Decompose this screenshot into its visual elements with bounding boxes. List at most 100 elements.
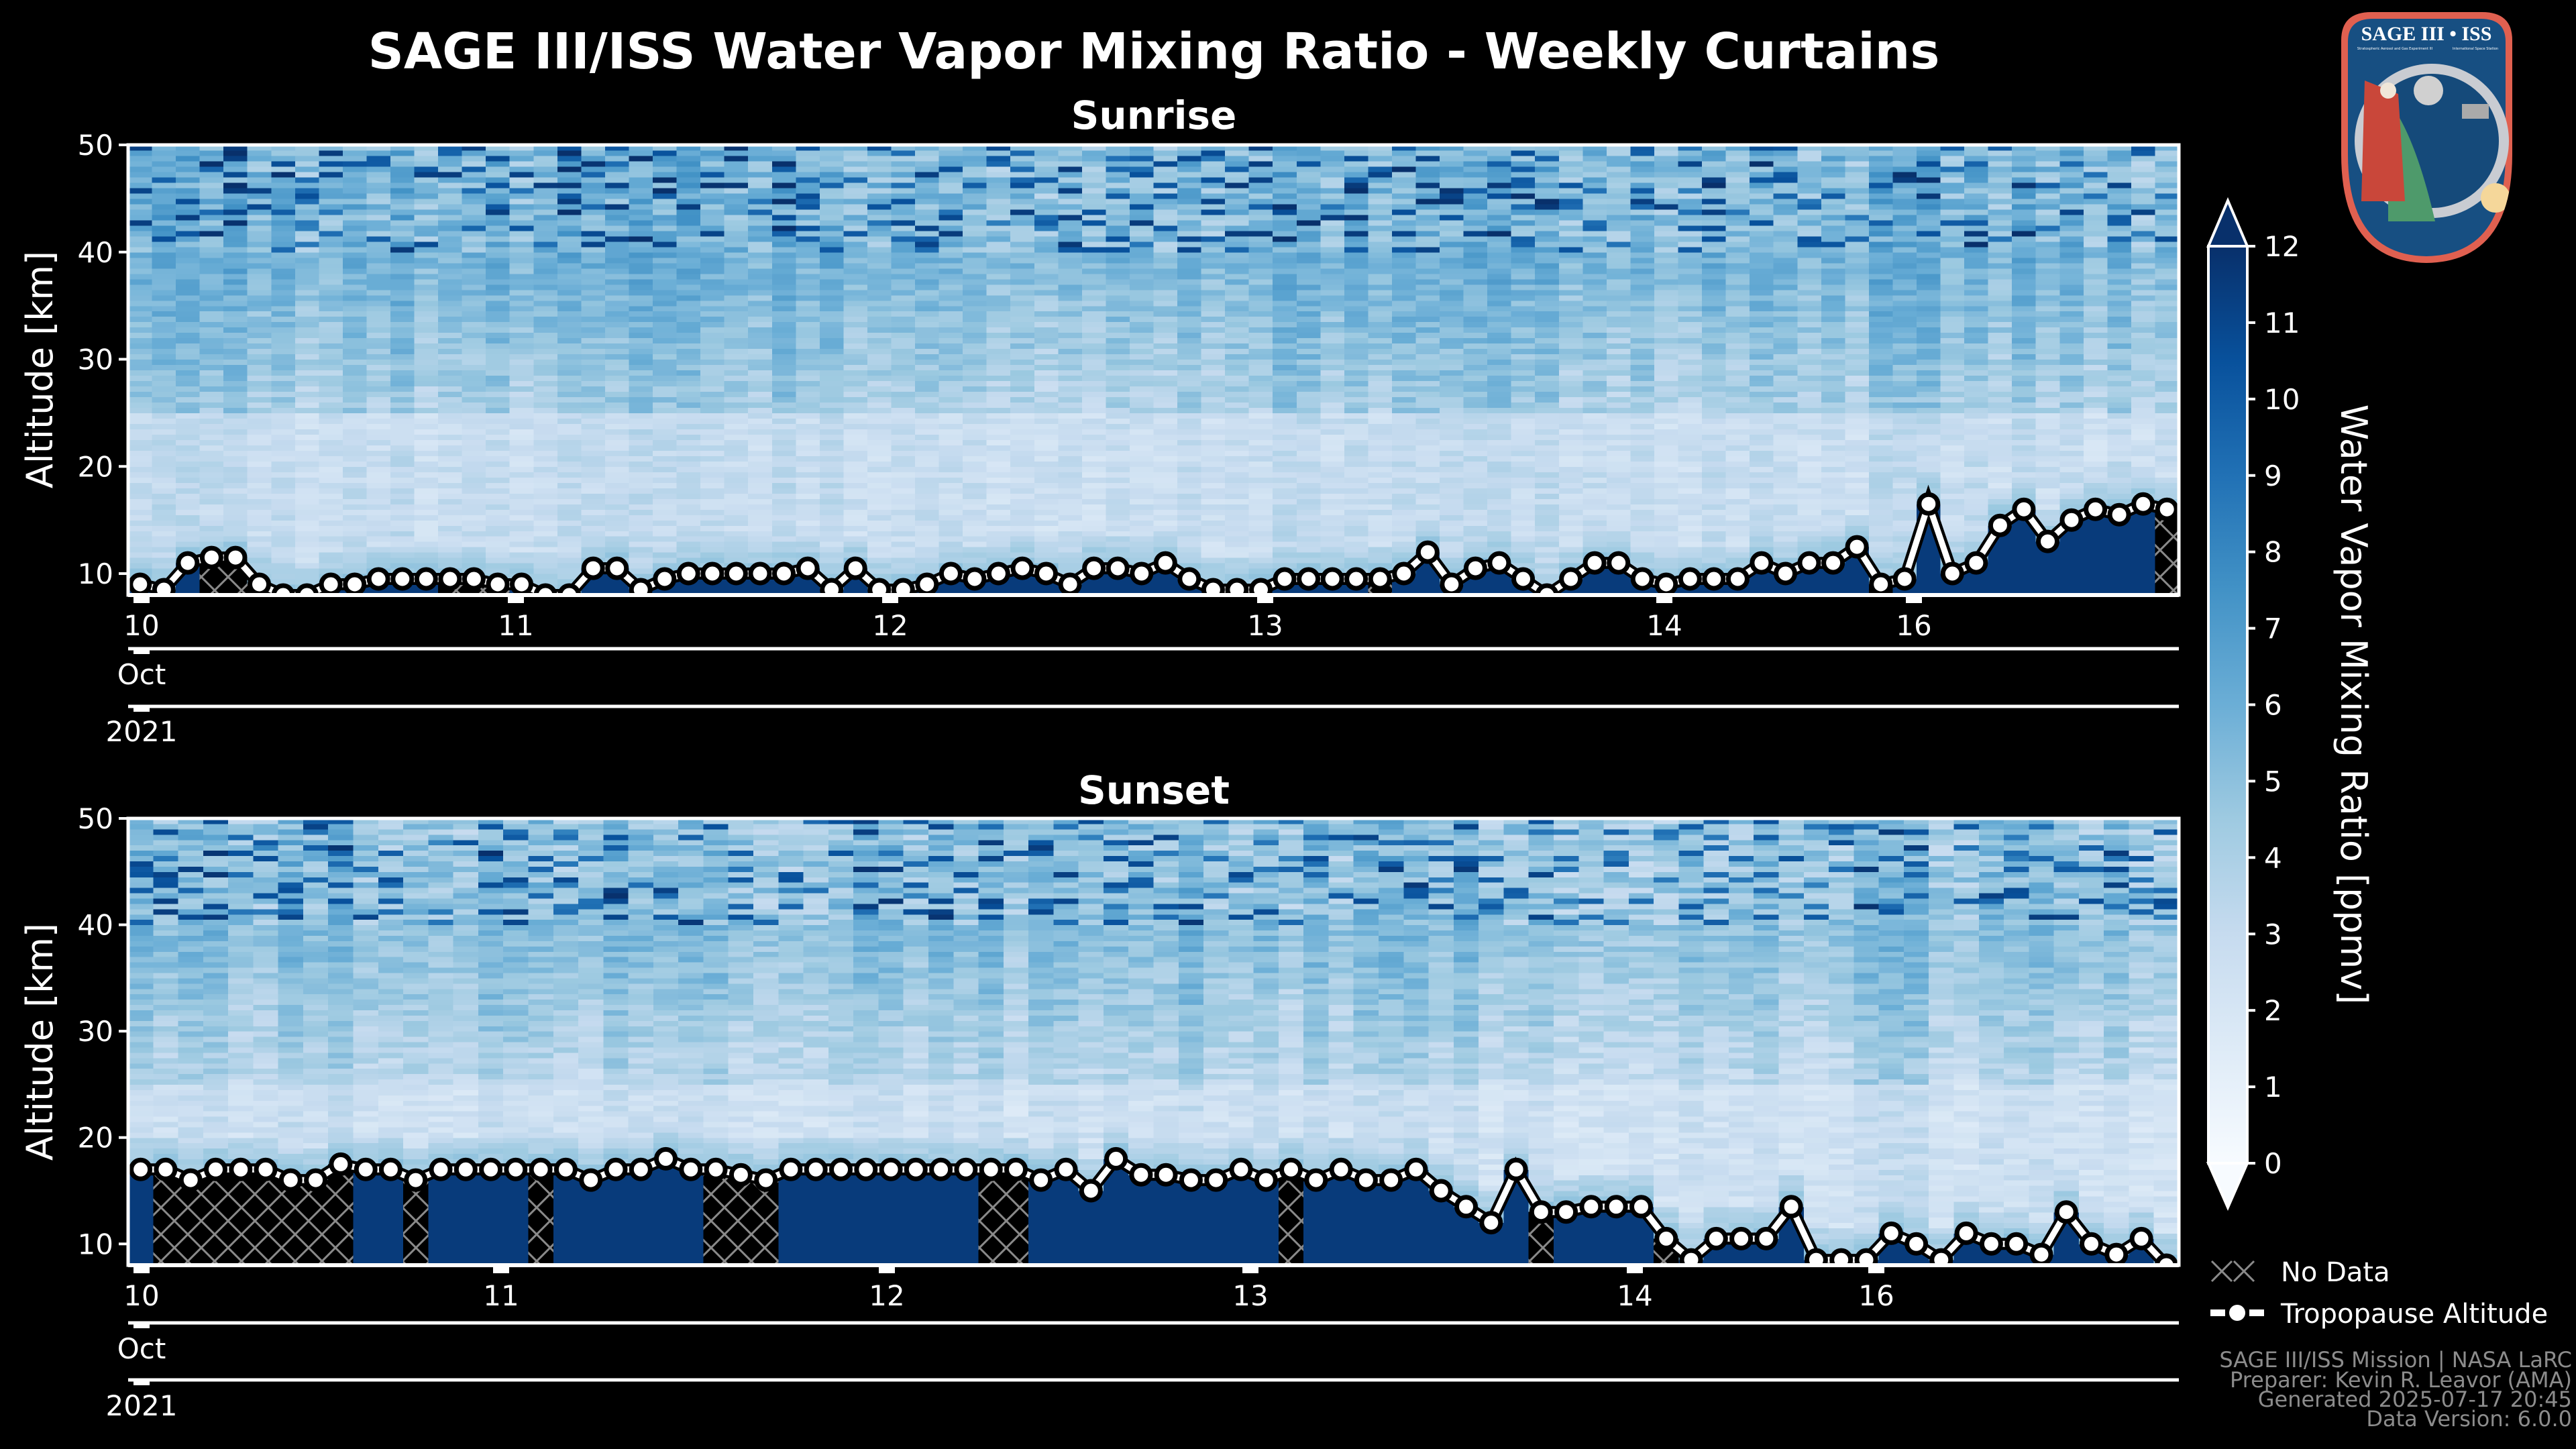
heatmap-cell bbox=[1344, 531, 1368, 537]
heatmap-cell bbox=[176, 472, 201, 478]
heatmap-cell bbox=[653, 166, 678, 172]
heatmap-cell bbox=[676, 257, 701, 264]
heatmap-cell bbox=[1034, 455, 1059, 462]
heatmap-cell bbox=[1177, 552, 1202, 558]
heatmap-cell bbox=[438, 380, 463, 387]
heatmap-cell bbox=[1081, 246, 1106, 253]
heatmap-cell bbox=[1081, 386, 1106, 392]
heatmap-cell bbox=[1320, 547, 1345, 553]
heatmap-cell bbox=[199, 182, 224, 189]
heatmap-cell bbox=[438, 552, 463, 558]
heatmap-cell bbox=[414, 536, 439, 542]
heatmap-cell bbox=[1058, 466, 1083, 472]
heatmap-cell bbox=[1106, 418, 1130, 424]
heatmap-cell bbox=[1392, 294, 1417, 301]
heatmap-cell bbox=[1081, 235, 1106, 242]
heatmap-cell bbox=[366, 461, 391, 467]
heatmap-cell bbox=[771, 498, 796, 504]
heatmap-cell bbox=[867, 348, 892, 355]
heatmap-cell bbox=[771, 466, 796, 472]
heatmap-cell bbox=[223, 332, 248, 339]
heatmap-cell bbox=[604, 488, 629, 494]
heatmap-cell bbox=[319, 268, 343, 274]
heatmap-cell bbox=[271, 407, 296, 413]
heatmap-cell bbox=[1463, 252, 1488, 258]
heatmap-cell bbox=[438, 316, 463, 323]
heatmap-cell bbox=[294, 536, 319, 542]
heatmap-cell bbox=[152, 305, 176, 312]
heatmap-cell bbox=[1296, 455, 1321, 462]
heatmap-cell bbox=[1392, 284, 1417, 290]
heatmap-cell bbox=[271, 429, 296, 435]
heatmap-cell bbox=[1487, 321, 1512, 328]
heatmap-cell bbox=[271, 563, 296, 569]
heatmap-cell bbox=[176, 166, 201, 172]
heatmap-cell bbox=[915, 557, 940, 564]
heatmap-cell bbox=[1320, 482, 1345, 488]
heatmap-cell bbox=[128, 278, 153, 285]
heatmap-cell bbox=[533, 166, 558, 172]
heatmap-cell bbox=[342, 396, 367, 402]
heatmap-cell bbox=[915, 337, 940, 344]
heatmap-cell bbox=[938, 348, 963, 355]
heatmap-cell bbox=[1106, 498, 1130, 504]
heatmap-cell bbox=[867, 547, 892, 553]
heatmap-cell bbox=[963, 305, 987, 312]
heatmap-cell bbox=[1392, 504, 1417, 510]
heatmap-cell bbox=[581, 337, 606, 344]
heatmap-cell bbox=[915, 563, 940, 569]
heatmap-cell bbox=[1034, 590, 1059, 596]
heatmap-cell bbox=[891, 364, 916, 371]
heatmap-cell bbox=[1201, 145, 1226, 151]
heatmap-cell bbox=[294, 327, 319, 333]
heatmap-cell bbox=[294, 305, 319, 312]
heatmap-cell bbox=[486, 182, 511, 189]
heatmap-cell bbox=[653, 375, 678, 382]
heatmap-cell bbox=[604, 327, 629, 333]
heatmap-cell bbox=[796, 252, 820, 258]
heatmap-cell bbox=[629, 321, 653, 328]
heatmap-cell bbox=[629, 504, 653, 510]
heatmap-cell bbox=[438, 246, 463, 253]
heatmap-cell bbox=[1177, 241, 1202, 248]
heatmap-cell bbox=[414, 547, 439, 553]
heatmap-cell bbox=[1058, 407, 1083, 413]
heatmap-cell bbox=[342, 268, 367, 274]
heatmap-cell bbox=[700, 402, 725, 408]
heatmap-cell bbox=[748, 391, 773, 398]
heatmap-cell bbox=[414, 262, 439, 269]
heatmap-cell bbox=[1153, 434, 1178, 440]
heatmap-cell bbox=[1320, 402, 1345, 408]
heatmap-cell bbox=[1511, 493, 1536, 499]
heatmap-cell bbox=[1153, 241, 1178, 248]
heatmap-cell bbox=[1273, 498, 1297, 504]
heatmap-cell bbox=[1511, 294, 1536, 301]
heatmap-cell bbox=[1273, 413, 1297, 419]
heatmap-cell bbox=[1034, 493, 1059, 499]
heatmap-cell bbox=[247, 531, 272, 537]
heatmap-cell bbox=[867, 187, 892, 194]
heatmap-cell bbox=[1248, 531, 1273, 537]
heatmap-cell bbox=[128, 354, 153, 360]
heatmap-cell bbox=[462, 364, 486, 371]
heatmap-cell bbox=[1081, 455, 1106, 462]
heatmap-cell bbox=[1368, 509, 1393, 515]
heatmap-cell bbox=[1440, 284, 1464, 290]
heatmap-cell bbox=[1034, 300, 1059, 307]
heatmap-cell bbox=[1130, 450, 1155, 456]
heatmap-cell bbox=[414, 557, 439, 564]
heatmap-cell bbox=[1440, 498, 1464, 504]
heatmap-cell bbox=[128, 182, 153, 189]
heatmap-cell bbox=[1273, 402, 1297, 408]
heatmap-cell bbox=[128, 493, 153, 499]
heatmap-cell bbox=[604, 536, 629, 542]
heatmap-cell bbox=[509, 278, 534, 285]
heatmap-cell bbox=[653, 198, 678, 205]
heatmap-cell bbox=[1177, 316, 1202, 323]
heatmap-cell bbox=[1058, 278, 1083, 285]
heatmap-cell bbox=[1153, 166, 1178, 172]
heatmap-cell bbox=[176, 461, 201, 467]
heatmap-cell bbox=[1177, 493, 1202, 499]
heatmap-cell bbox=[342, 504, 367, 510]
heatmap-cell bbox=[653, 520, 678, 526]
